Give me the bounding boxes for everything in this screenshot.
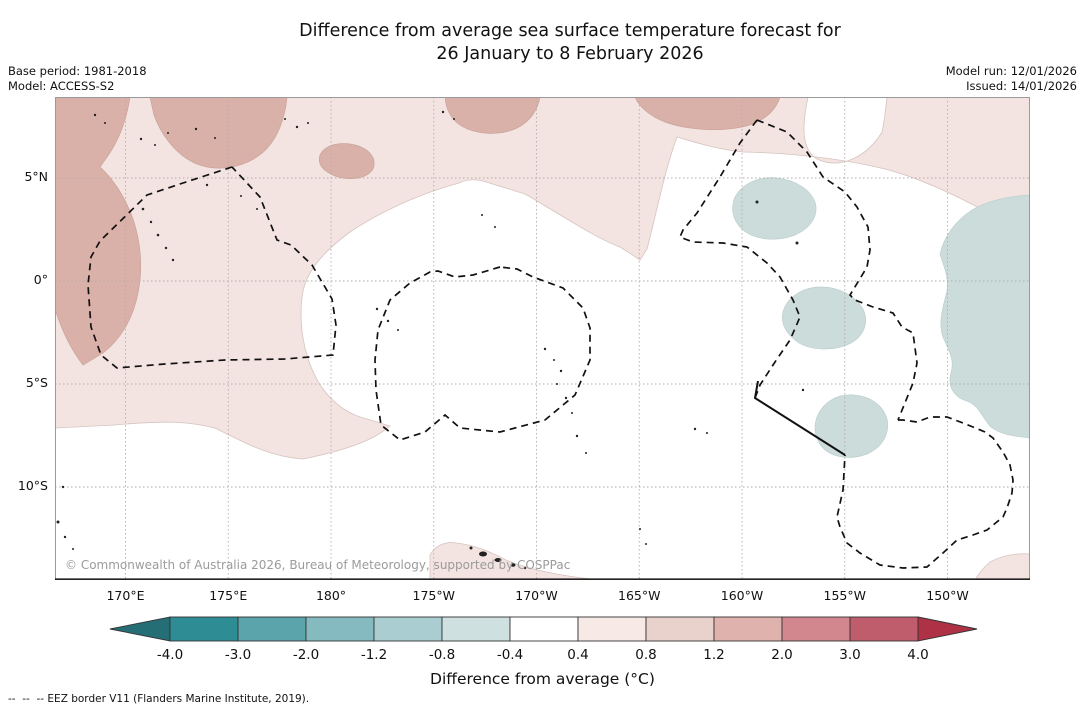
sst-anomaly-map — [55, 97, 1030, 580]
colorbar-tick-label: -0.8 — [429, 647, 455, 663]
colorbar-label: Difference from average (°C) — [430, 670, 655, 688]
lon-tick-label: 180° — [315, 588, 347, 603]
colorbar-tick-label: 2.0 — [771, 647, 792, 663]
lon-tick-label: 150°W — [926, 588, 969, 603]
colorbar-tick-label: 1.2 — [703, 647, 724, 663]
meta-right: Model run: 12/01/2026 Issued: 14/01/2026 — [946, 64, 1077, 94]
model-label: Model: ACCESS-S2 — [8, 79, 115, 93]
colorbar-segment — [645, 616, 715, 642]
title-line1: Difference from average sea surface temp… — [299, 21, 841, 41]
lon-tick-label: 155°W — [823, 588, 866, 603]
colorbar-segment — [849, 616, 919, 642]
lon-tick-label: 160°W — [720, 588, 764, 603]
lat-tick-label: 5°N — [24, 169, 48, 184]
eez-border-lines — [87, 119, 1014, 569]
base-period-label: Base period: 1981-2018 — [8, 64, 147, 78]
colorbar-tick-label: -1.2 — [361, 647, 387, 663]
lon-tick-label: 165°W — [618, 588, 661, 603]
lon-tick-label: 175°W — [412, 588, 455, 603]
colorbar-tick-label: 0.8 — [635, 647, 656, 663]
lat-tick-label: 0° — [33, 272, 48, 287]
colorbar-tick-label: -0.4 — [497, 647, 523, 663]
lon-tick-label: 170°E — [106, 588, 145, 603]
lon-tick-label: 170°W — [515, 588, 558, 603]
colorbar-segment — [373, 616, 443, 642]
lat-tick-label: 10°S — [17, 478, 48, 493]
island-marks — [56, 110, 805, 570]
lon-tick-label: 175°E — [209, 588, 248, 603]
colorbar-segment — [577, 616, 647, 642]
colorbar-tick-label: 0.4 — [567, 647, 588, 663]
issued-label: Issued: 14/01/2026 — [966, 79, 1077, 93]
page-title: Difference from average sea surface temp… — [55, 20, 1085, 66]
colorbar-left-arrow — [109, 616, 171, 642]
colorbar-segment — [237, 616, 307, 642]
colorbar-tick-label: -4.0 — [157, 647, 183, 663]
colorbar-right-arrow — [917, 616, 978, 642]
eez-footnote: -- -- -- EEZ border V11 (Flanders Marine… — [8, 693, 310, 705]
warm-anomaly-dark-regions — [55, 97, 781, 366]
warm-anomaly-light-regions — [55, 97, 1030, 580]
colorbar-tick-label: -3.0 — [225, 647, 251, 663]
colorbar-tick-label: 3.0 — [839, 647, 860, 663]
graticule-gridlines — [55, 97, 1030, 580]
colorbar-tick-label: 4.0 — [907, 647, 928, 663]
colorbar-segment — [713, 616, 783, 642]
colorbar-segment — [305, 616, 375, 642]
lat-tick-label: 5°S — [25, 375, 48, 390]
title-line2: 26 January to 8 February 2026 — [436, 44, 704, 64]
meta-left: Base period: 1981-2018 Model: ACCESS-S2 — [8, 64, 147, 94]
colorbar-segment — [441, 616, 511, 642]
colorbar-tick-label: -2.0 — [293, 647, 319, 663]
colorbar-segment — [169, 616, 239, 642]
colorbar-segment — [781, 616, 851, 642]
copyright-text: © Commonwealth of Australia 2026, Bureau… — [65, 558, 571, 572]
eez-border-solid-segment — [753, 380, 846, 456]
colorbar: -4.0 -3.0 -2.0 -1.2 -0.8 -0.4 0.4 0.8 1.2 2.0 3.0 4… — [109, 616, 978, 663]
map-plot: © Commonwealth of Australia 2026, Bureau… — [55, 97, 1030, 580]
model-run-label: Model run: 12/01/2026 — [945, 64, 1077, 78]
colorbar-segment — [509, 616, 579, 642]
